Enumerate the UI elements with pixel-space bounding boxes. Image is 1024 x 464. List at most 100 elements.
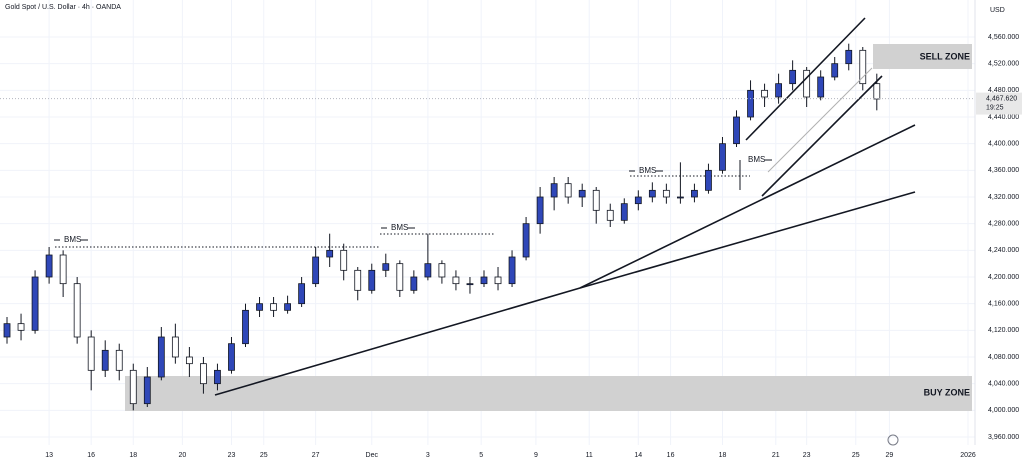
candle-body xyxy=(298,283,306,305)
candle-body xyxy=(845,49,853,65)
candle-body xyxy=(676,196,684,199)
x-tick-label: 13 xyxy=(45,452,53,459)
x-tick-label: 21 xyxy=(772,452,780,459)
candle-body xyxy=(214,369,221,385)
y-tick-label: 4,120.000 xyxy=(988,327,1019,334)
candle-body xyxy=(17,323,25,331)
candle-body xyxy=(115,349,123,371)
candle-body xyxy=(31,276,39,331)
bms-label: BMS xyxy=(391,223,408,232)
y-tick-label: 4,320.000 xyxy=(988,194,1019,201)
candle-body xyxy=(157,336,165,378)
y-tick-label: 4,080.000 xyxy=(988,354,1019,361)
x-tick-label: 2026 xyxy=(960,452,976,459)
candle-body xyxy=(803,69,811,98)
buy-zone xyxy=(125,376,972,411)
last-price-label: 4,467.620 xyxy=(986,95,1017,102)
candle-body xyxy=(761,89,768,98)
currency: USD xyxy=(990,7,1005,14)
candle-body xyxy=(817,76,825,98)
candle-body xyxy=(171,336,179,358)
candle-body xyxy=(466,283,474,286)
candle-body xyxy=(59,254,67,285)
y-tick-label: 4,560.000 xyxy=(988,34,1019,41)
x-tick-label: 16 xyxy=(87,452,95,459)
candle-body xyxy=(452,276,460,285)
candle-body xyxy=(578,189,586,198)
x-tick-label: 27 xyxy=(312,452,320,459)
channel-line xyxy=(761,75,883,197)
candle-body xyxy=(648,189,656,198)
x-tick-label: 18 xyxy=(719,452,727,459)
candle-body xyxy=(592,189,600,211)
x-tick-label: 29 xyxy=(886,452,894,459)
candle-body xyxy=(789,69,797,85)
x-tick-label: 5 xyxy=(479,452,483,459)
x-tick-label: 16 xyxy=(667,452,675,459)
sell-zone xyxy=(873,44,972,69)
candle-body xyxy=(340,249,348,271)
candle-body xyxy=(620,203,628,221)
x-tick-label: 23 xyxy=(803,452,811,459)
x-tick-label: 25 xyxy=(260,452,268,459)
candle-body xyxy=(382,263,390,271)
y-tick-label: 4,400.000 xyxy=(988,141,1019,148)
y-tick-label: 4,440.000 xyxy=(988,114,1019,121)
candles xyxy=(3,43,881,411)
sell-zone-label: SELL ZONE xyxy=(920,51,970,61)
candle-body xyxy=(129,369,137,405)
candle-body xyxy=(550,183,558,198)
candle-body xyxy=(101,349,109,371)
trend-line xyxy=(579,191,916,289)
channel-mid xyxy=(767,67,873,173)
candle-body xyxy=(705,169,712,191)
candle-body xyxy=(45,254,53,278)
candle-body xyxy=(256,303,263,311)
x-tick-label: 20 xyxy=(178,452,186,459)
grid xyxy=(0,0,975,445)
trend-line xyxy=(214,287,581,396)
buy-zone-label: BUY ZONE xyxy=(924,387,970,397)
y-tick-label: 3,960.000 xyxy=(988,434,1019,441)
candle-body xyxy=(747,89,754,118)
candle-body xyxy=(228,343,235,371)
candle-body xyxy=(242,309,249,345)
candle-body xyxy=(284,303,291,311)
y-tick-label: 4,160.000 xyxy=(988,301,1019,308)
candle-body xyxy=(873,83,881,100)
last-price-box xyxy=(976,92,1022,115)
candle-body xyxy=(354,269,362,291)
trend-line xyxy=(579,124,916,289)
candle-body xyxy=(564,183,572,198)
x-tick-label: 18 xyxy=(129,452,137,459)
candle-body xyxy=(662,189,670,198)
candle-body xyxy=(691,189,698,198)
candle-body xyxy=(410,276,418,291)
candle-body xyxy=(719,143,726,171)
candle-body xyxy=(326,249,334,258)
candle-body xyxy=(831,63,839,78)
candle-body xyxy=(634,196,642,205)
candle-body xyxy=(396,263,404,291)
candle-body xyxy=(312,256,320,285)
replay-icon[interactable] xyxy=(887,434,899,446)
bms-label: BMS xyxy=(64,235,81,244)
candle-body xyxy=(200,363,207,385)
x-tick-label: 3 xyxy=(426,452,430,459)
candle-body xyxy=(270,303,277,311)
candle-body xyxy=(494,276,502,285)
y-tick-label: 4,200.000 xyxy=(988,274,1019,281)
candle-body xyxy=(536,196,544,225)
x-tick-label: 11 xyxy=(586,452,593,459)
x-tick-label: 14 xyxy=(634,452,642,459)
candle-body xyxy=(522,223,530,258)
header-title: Gold Spot / U.S. Dollar · 4h · OANDA xyxy=(5,4,121,11)
candle-body xyxy=(87,336,95,371)
bms-label: BMS xyxy=(748,155,765,164)
x-tick-label: 23 xyxy=(228,452,236,459)
candle-body xyxy=(73,283,81,338)
candle-body xyxy=(424,263,432,278)
y-tick-label: 4,040.000 xyxy=(988,381,1019,388)
candle-body xyxy=(775,83,782,98)
